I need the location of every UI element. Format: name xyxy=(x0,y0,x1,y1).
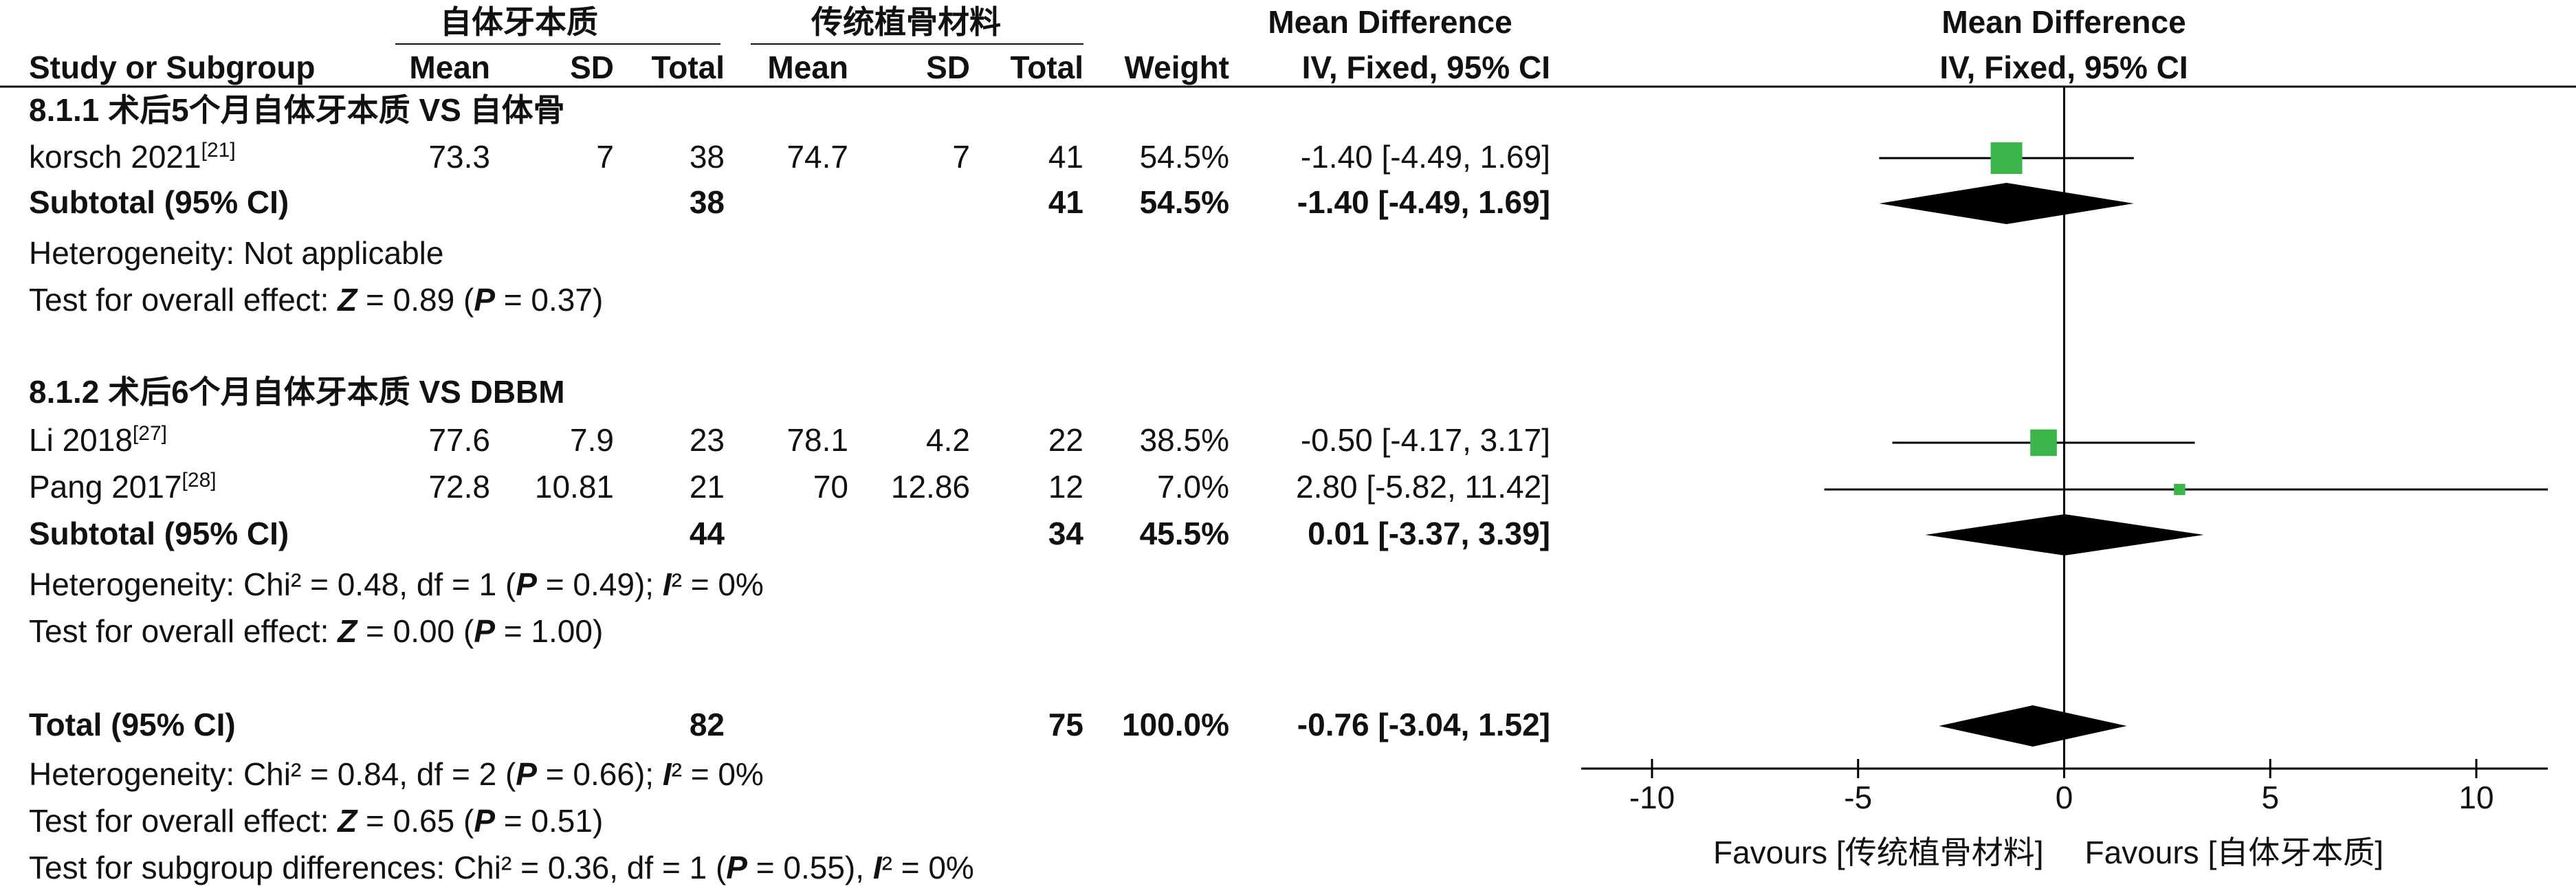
cell-total1: 44 xyxy=(690,516,725,551)
col-md: IV, Fixed, 95% CI xyxy=(1302,49,1550,85)
x-tick-label: 5 xyxy=(2261,780,2279,815)
col-weight: Weight xyxy=(1125,49,1229,85)
pooled-diamond xyxy=(1879,183,2134,224)
row-label-note: Heterogeneity: Not applicable xyxy=(29,235,443,271)
cell-weight: 100.0% xyxy=(1122,707,1229,742)
x-tick-label: 0 xyxy=(2056,780,2073,815)
cell-weight: 54.5% xyxy=(1140,184,1229,220)
cell-mean1: 73.3 xyxy=(428,139,490,175)
group2-header: 传统植骨材料 xyxy=(811,4,1001,40)
row-label-heading: 8.1.2 术后6个月自体牙本质 VS DBBM xyxy=(29,374,565,410)
row-label-note: Test for overall effect: Z = 0.65 (P = 0… xyxy=(29,803,603,839)
cell-weight: 54.5% xyxy=(1140,139,1229,175)
study-marker xyxy=(2030,429,2057,456)
col-study: Study or Subgroup xyxy=(29,49,316,85)
row-label-total: Total (95% CI) xyxy=(29,707,236,742)
study-marker xyxy=(2174,483,2186,496)
plot-title: Mean Difference xyxy=(1941,4,2186,40)
study-marker xyxy=(1990,142,2023,174)
row-label-note: Heterogeneity: Chi² = 0.84, df = 2 (P = … xyxy=(29,756,764,792)
row-label-note: Heterogeneity: Chi² = 0.48, df = 1 (P = … xyxy=(29,566,764,602)
row-label-study: Pang 2017[28] xyxy=(29,469,217,505)
x-tick-label: -5 xyxy=(1844,780,1872,815)
pooled-diamond xyxy=(1925,514,2204,555)
cell-total2: 75 xyxy=(1048,707,1083,742)
x-tick-label: -10 xyxy=(1629,780,1675,815)
col-sd2: SD xyxy=(926,49,970,85)
row-label-note: Test for overall effect: Z = 0.89 (P = 0… xyxy=(29,282,603,318)
row-label-study: Li 2018[27] xyxy=(29,422,167,458)
row-label-heading: 8.1.1 术后5个月自体牙本质 VS 自体骨 xyxy=(29,92,565,128)
cell-mean2: 74.7 xyxy=(786,139,848,175)
row-label-subtotal: Subtotal (95% CI) xyxy=(29,516,289,551)
cell-sd2: 4.2 xyxy=(926,422,970,458)
cell-ci: 0.01 [-3.37, 3.39] xyxy=(1308,516,1550,551)
cell-ci: 2.80 [-5.82, 11.42] xyxy=(1296,469,1550,505)
cell-ci: -1.40 [-4.49, 1.69] xyxy=(1301,139,1550,175)
cell-weight: 45.5% xyxy=(1140,516,1229,551)
cell-total2: 34 xyxy=(1048,516,1084,551)
cell-total2: 41 xyxy=(1048,184,1083,220)
favours-right-label: Favours [自体牙本质] xyxy=(2085,835,2384,870)
col-total1: Total xyxy=(652,49,725,85)
cell-sd1: 10.81 xyxy=(535,469,614,505)
cell-total2: 22 xyxy=(1048,422,1083,458)
cell-total1: 38 xyxy=(690,184,725,220)
cell-ci: -1.40 [-4.49, 1.69] xyxy=(1297,184,1550,220)
col-mean1: Mean xyxy=(409,49,490,85)
row-label-note: Test for subgroup differences: Chi² = 0.… xyxy=(29,850,974,885)
row-label-subtotal: Subtotal (95% CI) xyxy=(29,184,289,220)
cell-weight: 38.5% xyxy=(1140,422,1229,458)
cell-mean1: 72.8 xyxy=(428,469,490,505)
x-tick-label: 10 xyxy=(2458,780,2494,815)
cell-total1: 82 xyxy=(690,707,725,742)
plot-area: -10 -5 0 5 10 Favours [传统植骨材料] Favours [自体牙本质] xyxy=(1581,87,2548,870)
pooled-diamond xyxy=(1939,705,2127,747)
col-sd1: SD xyxy=(570,49,614,85)
favours-left-label: Favours [传统植骨材料] xyxy=(1713,835,2044,870)
cell-total1: 38 xyxy=(690,139,725,175)
md-column-title: Mean Difference xyxy=(1268,4,1512,40)
row-label-study: korsch 2021[21] xyxy=(29,139,236,175)
cell-sd2: 12.86 xyxy=(891,469,970,505)
cell-mean2: 78.1 xyxy=(786,422,848,458)
cell-weight: 7.0% xyxy=(1157,469,1229,505)
cell-sd2: 7 xyxy=(952,139,970,175)
cell-mean1: 77.6 xyxy=(428,422,490,458)
cell-sd1: 7.9 xyxy=(570,422,614,458)
row-label-note: Test for overall effect: Z = 0.00 (P = 1… xyxy=(29,613,603,649)
cell-total2: 41 xyxy=(1048,139,1083,175)
cell-ci: -0.76 [-3.04, 1.52] xyxy=(1297,707,1550,742)
cell-ci: -0.50 [-4.17, 3.17] xyxy=(1301,422,1550,458)
group1-header: 自体牙本质 xyxy=(440,4,598,40)
cell-sd1: 7 xyxy=(596,139,614,175)
col-mean2: Mean xyxy=(767,49,848,85)
cell-total1: 21 xyxy=(690,469,725,505)
cell-total1: 23 xyxy=(690,422,725,458)
cell-mean2: 70 xyxy=(813,469,848,505)
plot-subtitle: IV, Fixed, 95% CI xyxy=(1939,49,2188,85)
col-total2: Total xyxy=(1011,49,1083,85)
cell-total2: 12 xyxy=(1048,469,1083,505)
